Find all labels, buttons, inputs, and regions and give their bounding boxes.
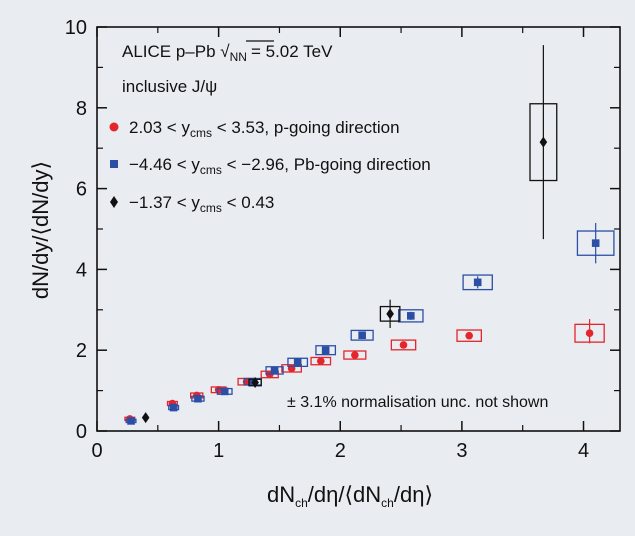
y-tick-label: 4 [76, 259, 87, 281]
systematic-box [350, 329, 374, 341]
legend-marker-black-diamond [110, 196, 118, 208]
systematic-box [315, 345, 337, 356]
legend-marker-red-circle [109, 122, 119, 132]
legend-header-line1: ALICE p–Pb √NN = 5.02 TeV [122, 42, 333, 64]
data-point-circle [399, 341, 408, 349]
data-point-diamond [251, 377, 259, 389]
legend-marker-blue-square [110, 160, 118, 168]
data-point-circle [316, 357, 325, 365]
data-point-diamond [539, 136, 548, 148]
systematic-box [343, 350, 367, 360]
legend-label-midrapidity: −1.37 < ycms < 0.43 [129, 193, 274, 215]
data-point-circle [585, 329, 594, 338]
data-marks [124, 45, 615, 425]
y-axis-title: dN/dy/⟨dN/dy⟩ [28, 161, 53, 299]
y-tick-label: 6 [76, 179, 87, 201]
data-point-circle [351, 351, 359, 359]
systematic-box [397, 309, 424, 323]
data-point-diamond [386, 308, 394, 320]
data-point-square [591, 239, 600, 247]
data-point-square [270, 366, 279, 375]
data-point-square [293, 358, 302, 367]
x-axis-title: dNch/dη/⟨dNch/dη⟩ [267, 482, 433, 510]
data-point-square [127, 417, 135, 425]
data-point-square [321, 346, 330, 354]
data-point-square [473, 278, 482, 287]
y-tick-label: 0 [76, 421, 87, 443]
data-point-square [169, 403, 178, 412]
data-point-diamond [141, 412, 150, 424]
legend: ALICE p–Pb √NN = 5.02 TeV inclusive J/ψ 2… [109, 40, 431, 215]
legend-header-line2: inclusive J/ψ [122, 77, 217, 96]
systematic-box [390, 339, 417, 351]
data-point-square [220, 387, 229, 396]
systematic-box [287, 357, 309, 368]
data-point-square [194, 394, 202, 403]
normalisation-note: ± 3.1% normalisation unc. not shown [287, 394, 548, 411]
y-tick-label: 8 [76, 98, 87, 120]
y-tick-label: 2 [76, 340, 87, 362]
systematic-box [462, 274, 493, 291]
x-tick-label: 3 [456, 440, 467, 462]
data-point-square [407, 312, 415, 320]
x-tick-label: 2 [335, 440, 346, 462]
legend-label-p-going: 2.03 < ycms < 3.53, p-going direction [129, 118, 400, 140]
axis-ticks: 0 1 2 3 4 0 2 4 6 8 10 [65, 17, 620, 462]
series-diamond [141, 45, 558, 424]
plot-area: 0 1 2 3 4 0 2 4 6 8 10 [65, 17, 621, 462]
data-point-square [358, 331, 366, 340]
data-point-circle [465, 331, 473, 340]
y-tick-label: 10 [65, 17, 87, 39]
legend-label-pb-going: −4.46 < ycms < −2.96, Pb-going direction [129, 155, 431, 177]
x-tick-label: 1 [213, 440, 224, 462]
systematic-box [456, 329, 482, 342]
data-point-circle [214, 385, 223, 394]
x-tick-label: 4 [578, 440, 589, 462]
x-tick-label: 0 [91, 440, 102, 462]
